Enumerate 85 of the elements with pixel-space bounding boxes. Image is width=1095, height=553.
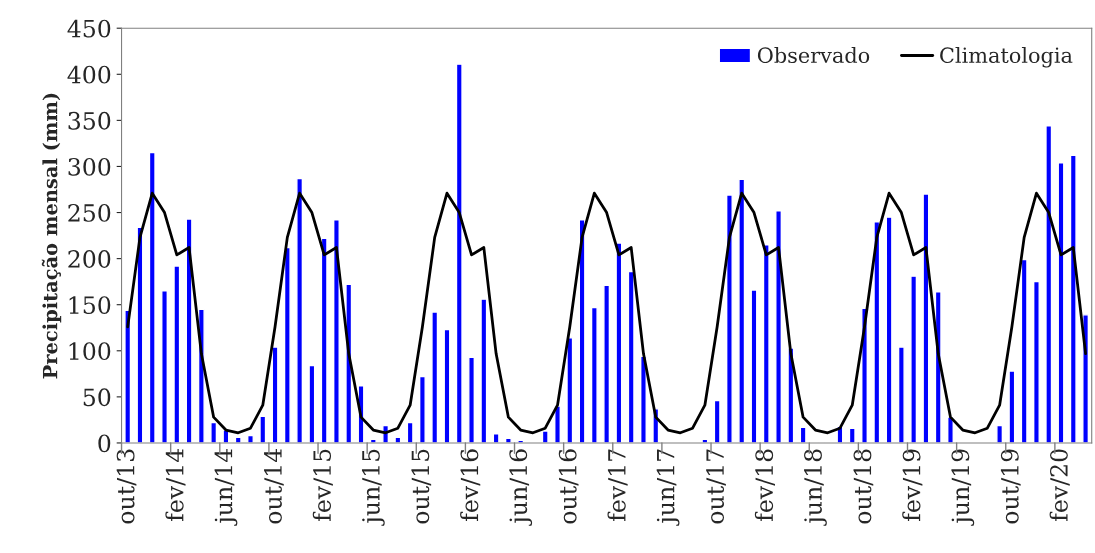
bar: [296, 177, 304, 443]
x-tick-label: fev/19: [902, 449, 923, 522]
bar: [566, 337, 574, 443]
bar: [922, 193, 930, 443]
bar: [541, 430, 549, 443]
line-series: [126, 191, 1087, 435]
bar: [947, 416, 954, 443]
y-tick-label: 150: [69, 296, 111, 315]
bar: [283, 246, 291, 443]
y-tick-label: 300: [68, 157, 111, 176]
y-tick-label: 0: [98, 434, 111, 453]
bar: [480, 298, 488, 443]
bar: [173, 265, 181, 443]
bar: [713, 399, 721, 443]
x-tick-label: jun/18: [804, 449, 827, 526]
bar: [1069, 154, 1077, 443]
bar: [148, 151, 156, 443]
x-tick-label: out/16: [558, 449, 579, 524]
bar: [332, 219, 340, 443]
y-axis-title: Precipitação mensal (mm): [41, 93, 62, 379]
x-tick-label: out/18: [853, 449, 874, 524]
x-tick-label: jun/17: [656, 449, 680, 526]
x-tick-label: out/14: [264, 449, 284, 524]
y-tick-label: 50: [83, 388, 111, 407]
legend-label: Observado: [757, 46, 870, 64]
bar: [615, 242, 623, 443]
bar: [1008, 370, 1016, 443]
x-tick-label: jun/16: [509, 449, 533, 526]
bar: [873, 221, 881, 443]
y-tick-label: 250: [68, 203, 111, 222]
bar: [271, 346, 279, 443]
bar: [1045, 125, 1053, 443]
bar: [775, 209, 783, 443]
bar: [455, 63, 463, 443]
bar: [492, 433, 500, 443]
bar: [578, 219, 586, 443]
x-tick-label: fev/14: [165, 449, 186, 522]
bar: [161, 290, 168, 443]
bar: [910, 275, 918, 443]
bar: [308, 364, 316, 443]
bar: [1020, 258, 1028, 443]
bar: [640, 355, 647, 443]
x-tick-label: out/19: [1000, 449, 1021, 524]
bar: [762, 244, 770, 443]
bar: [848, 427, 856, 443]
x-tick-label: fev/16: [460, 449, 481, 522]
x-tick-label: out/17: [706, 449, 726, 524]
x-tick-label: fev/20: [1049, 449, 1070, 522]
x-tick-label: jun/15: [361, 449, 385, 526]
bar: [996, 424, 1004, 443]
bar: [406, 421, 414, 443]
x-tick-label: out/15: [411, 449, 432, 524]
bar: [738, 178, 746, 443]
legend-label: Climatologia: [940, 46, 1073, 68]
y-tick-label: 350: [68, 111, 111, 130]
bar: [320, 237, 328, 443]
bar: [517, 439, 525, 443]
bar: [799, 426, 807, 443]
bar: [418, 375, 426, 443]
bar: [259, 415, 267, 443]
bar: [210, 421, 218, 443]
bar: [590, 306, 598, 443]
bar: [468, 356, 476, 443]
bar: [1082, 314, 1090, 443]
bar: [247, 434, 254, 443]
bar: [1032, 280, 1040, 443]
x-tick-label: fev/17: [607, 449, 628, 522]
x-tick-label: out/13: [116, 449, 137, 524]
y-tick-label: 100: [69, 342, 111, 361]
bar: [603, 284, 611, 443]
x-tick-label: jun/14: [214, 449, 238, 526]
bar: [185, 218, 193, 443]
x-tick-label: fev/15: [312, 449, 333, 522]
bar: [627, 270, 635, 443]
bar: [725, 194, 733, 443]
y-tick-label: 400: [67, 65, 111, 84]
y-tick-label: 200: [68, 250, 111, 268]
x-tick-label: jun/19: [951, 449, 975, 526]
y-tick-label: 450: [67, 19, 111, 38]
bar: [124, 309, 132, 443]
bar: [885, 216, 893, 443]
bar: [431, 311, 439, 443]
bar: [897, 346, 905, 443]
x-tick-label: fev/18: [754, 449, 775, 522]
bar: [554, 405, 561, 443]
